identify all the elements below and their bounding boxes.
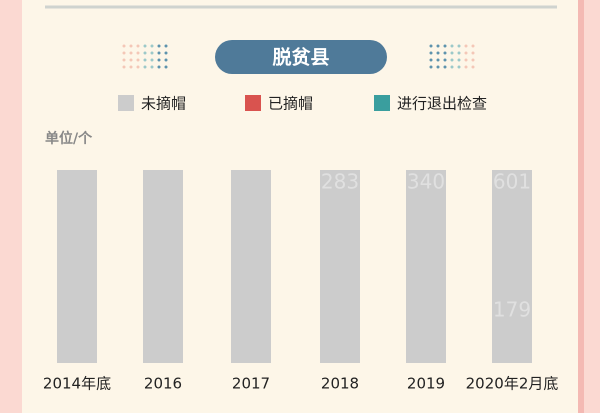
dot: [122, 58, 126, 62]
dot: [436, 58, 440, 62]
bar: [492, 170, 532, 363]
dot: [457, 44, 461, 48]
dot: [450, 65, 454, 69]
annotation: 601: [493, 170, 531, 194]
dot: [129, 44, 133, 48]
bar: [320, 170, 360, 363]
legend-label: 未摘帽: [141, 95, 186, 113]
dot: [157, 44, 161, 48]
dot: [471, 51, 475, 55]
dot: [157, 58, 161, 62]
dot: [129, 58, 133, 62]
dot: [143, 58, 147, 62]
dot: [450, 44, 454, 48]
dot: [464, 65, 468, 69]
dot: [436, 51, 440, 55]
dot: [150, 44, 154, 48]
dot: [122, 51, 126, 55]
dot: [164, 58, 168, 62]
annotation: 340: [407, 170, 445, 194]
bar: [143, 170, 183, 363]
dot: [129, 51, 133, 55]
dot: [464, 51, 468, 55]
dot: [429, 44, 433, 48]
dot: [450, 51, 454, 55]
dot: [136, 44, 140, 48]
legend-label: 已摘帽: [268, 95, 313, 113]
decoration: [122, 44, 475, 69]
bar: [231, 170, 271, 363]
dot: [464, 44, 468, 48]
dot: [150, 58, 154, 62]
dot: [436, 44, 440, 48]
dot: [429, 51, 433, 55]
dot: [143, 51, 147, 55]
chart-title: 脱贫县: [272, 46, 329, 69]
title-pill: [215, 40, 387, 74]
dot: [136, 58, 140, 62]
dot: [122, 44, 126, 48]
dot: [457, 51, 461, 55]
dot: [143, 65, 147, 69]
x-tick-label: 2018: [321, 375, 359, 393]
legend-swatch: [118, 95, 134, 111]
dot: [150, 51, 154, 55]
dot: [129, 65, 133, 69]
dot: [471, 44, 475, 48]
legend-swatch: [374, 95, 390, 111]
dot: [429, 58, 433, 62]
dot: [471, 58, 475, 62]
dot: [122, 65, 126, 69]
dot: [150, 65, 154, 69]
dot: [443, 58, 447, 62]
dot: [136, 65, 140, 69]
legend-swatch: [245, 95, 261, 111]
dot: [136, 51, 140, 55]
annotation: 283: [321, 170, 359, 194]
dot: [457, 65, 461, 69]
x-tick-label: 2017: [232, 375, 270, 393]
dot: [143, 44, 147, 48]
dot: [429, 65, 433, 69]
unit-label: 单位/个: [45, 130, 93, 147]
x-tick-label: 2016: [144, 375, 182, 393]
x-tick-label: 2019: [407, 375, 445, 393]
dot: [457, 58, 461, 62]
bar: [406, 170, 446, 363]
x-tick-label: 2014年底: [43, 375, 111, 393]
legend-label: 进行退出检查: [397, 95, 487, 113]
dot: [450, 58, 454, 62]
dot: [164, 51, 168, 55]
dot: [464, 58, 468, 62]
dot: [443, 65, 447, 69]
dot: [157, 65, 161, 69]
border: [578, 0, 584, 413]
x-tick-label: 2020年2月底: [466, 375, 559, 393]
dot: [471, 65, 475, 69]
dot: [436, 65, 440, 69]
bar: [57, 170, 97, 363]
dot: [157, 51, 161, 55]
dot: [164, 65, 168, 69]
annotation: 179: [493, 298, 531, 322]
dot: [164, 44, 168, 48]
dot: [443, 51, 447, 55]
dot: [443, 44, 447, 48]
